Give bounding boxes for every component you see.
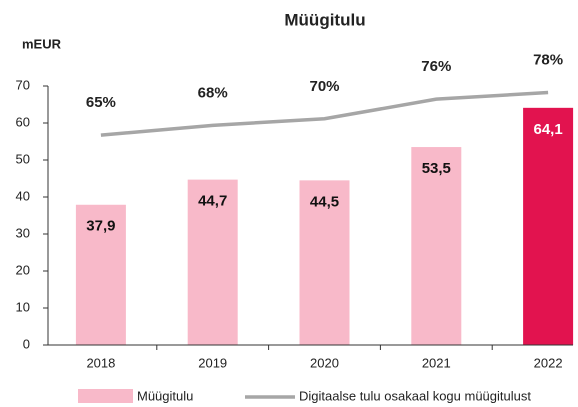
bar — [523, 107, 574, 345]
y-tick-label: 50 — [16, 151, 30, 166]
line — [100, 90, 549, 137]
y-tick-label: 30 — [16, 225, 30, 240]
bar — [75, 204, 126, 345]
legend-label: Digitaalse tulu osakaal kogu müügitulust — [299, 388, 531, 403]
x-tick-label: 2022 — [534, 355, 563, 370]
bar-value-label: 44,5 — [310, 193, 339, 210]
line-value-label: 70% — [309, 78, 339, 95]
line-value-label: 78% — [533, 52, 563, 69]
x-tick-label: 2021 — [422, 355, 451, 370]
line-value-label: 65% — [86, 94, 116, 111]
x-tick-label: 2020 — [310, 355, 339, 370]
y-tick-label: 10 — [16, 299, 30, 314]
legend-label: Müügitulu — [137, 388, 193, 403]
bar — [187, 179, 238, 345]
y-tick-label: 0 — [23, 336, 30, 351]
y-axis-label: mEUR — [22, 36, 62, 51]
y-tick-label: 70 — [16, 77, 30, 92]
bar-value-label: 37,9 — [86, 218, 115, 235]
legend-swatch — [78, 389, 133, 403]
bar-value-label: 64,1 — [533, 121, 562, 138]
line-value-label: 76% — [421, 58, 451, 75]
y-tick-label: 20 — [16, 262, 30, 277]
y-tick-label: 40 — [16, 188, 30, 203]
line-value-label: 68% — [198, 84, 228, 101]
bar-value-label: 53,5 — [422, 160, 451, 177]
bar — [411, 147, 462, 345]
chart-title: Müügitulu — [284, 10, 365, 29]
x-tick-label: 2018 — [86, 355, 115, 370]
bar — [299, 180, 350, 345]
x-tick-label: 2019 — [198, 355, 227, 370]
bar-value-label: 44,7 — [198, 193, 227, 210]
y-tick-label: 60 — [16, 114, 30, 129]
